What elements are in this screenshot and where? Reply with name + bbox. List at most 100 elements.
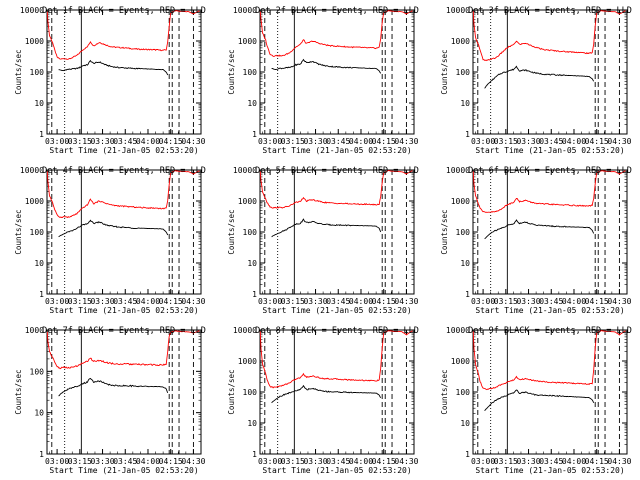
chart-title: Det 6f BLACK = Events, RED = LLD [468,166,632,176]
y-tick-label: 1000 [25,197,44,206]
y-tick-label: 10000 [233,6,257,15]
y-tick-label: 1 [39,130,44,139]
x-tick-label: 04:30 [181,137,205,146]
chart-panel-3: 1 10 100 1000 10000 03:0003:1503:3003:4504:00… [440,6,632,155]
y-tick-label: 10 [34,259,44,268]
y-tick-label: 10000 [446,6,470,15]
x-tick-label: 03:00 [258,137,282,146]
x-tick-label: 03:00 [258,457,282,466]
y-tick-label: 10 [460,419,470,428]
y-tick-label: 100 [243,388,258,397]
chart-panel-4: 1 10 100 1000 10000 03:0003:1503:3003:4504:00… [14,166,206,315]
y-tick-label: 1 [39,450,44,459]
y-tick-label: 10000 [233,166,257,175]
x-tick-label: 04:30 [394,297,418,306]
x-tick-label: 04:15 [159,457,183,466]
y-axis-label: Counts/sec [14,49,23,94]
x-tick-label: 03:30 [90,457,114,466]
y-tick-label: 100 [456,68,471,77]
x-tick-label: 04:15 [372,137,396,146]
x-tick-label: 03:00 [471,457,495,466]
y-tick-label: 1000 [238,37,257,46]
x-axis-label: Start Time (21-Jan-05 02:53:20) [49,466,198,475]
x-tick-label: 03:45 [326,297,350,306]
x-axis-label: Start Time (21-Jan-05 02:53:20) [262,306,411,315]
y-tick-label: 10 [34,99,44,108]
plot-frame [46,329,202,455]
y-axis-label: Counts/sec [14,369,23,414]
x-tick-label: 03:00 [471,297,495,306]
y-axis-label: Counts/sec [227,209,236,254]
x-tick-label: 04:15 [159,297,183,306]
x-tick-label: 03:00 [45,297,69,306]
x-axis-label: Start Time (21-Jan-05 02:53:20) [262,146,411,155]
chart-panel-9: 1 10 100 1000 10000 03:0003:1503:3003:4504:00… [440,326,632,475]
chart-panel-5: 1 10 100 1000 10000 03:0003:1503:3003:4504:00… [227,166,419,315]
y-tick-label: 10000 [20,166,44,175]
x-tick-label: 03:45 [113,457,137,466]
series-line-events [58,377,169,397]
plot-frame [472,329,628,455]
series-line-events [271,384,382,404]
y-tick-label: 1 [252,130,257,139]
y-tick-label: 1 [39,290,44,299]
y-tick-label: 1000 [451,357,470,366]
plot-frame [46,9,202,135]
x-tick-label: 03:00 [45,137,69,146]
y-tick-label: 10 [247,99,257,108]
x-tick-label: 03:15 [68,297,92,306]
y-tick-label: 1000 [451,37,470,46]
series-line-lld [46,330,200,370]
x-tick-label: 04:30 [394,457,418,466]
series-line-lld [259,170,413,209]
y-tick-label: 10 [34,409,44,418]
y-tick-label: 1000 [238,197,257,206]
chart-panel-1: 1 10 100 1000 10000 03:0003:1503:3003:4504:00… [14,6,206,155]
y-axis-label: Counts/sec [440,49,449,94]
x-tick-label: 03:15 [494,137,518,146]
y-tick-label: 100 [30,228,45,237]
plot-frame [46,169,202,295]
x-tick-label: 04:00 [562,137,586,146]
x-tick-label: 03:30 [303,137,327,146]
y-tick-label: 100 [456,388,471,397]
y-axis-label: Counts/sec [227,369,236,414]
chart-panel-2: 1 10 100 1000 10000 03:0003:1503:3003:4504:00… [227,6,419,155]
series-line-events [58,59,169,76]
x-tick-label: 04:15 [372,297,396,306]
y-tick-label: 10000 [446,166,470,175]
plot-frame [472,9,628,135]
x-tick-label: 03:15 [494,297,518,306]
y-tick-label: 100 [456,228,471,237]
x-tick-label: 04:00 [562,457,586,466]
x-tick-label: 03:15 [281,297,305,306]
x-tick-label: 03:15 [68,137,92,146]
y-tick-label: 1 [252,290,257,299]
x-tick-label: 03:30 [303,297,327,306]
y-axis-label: Counts/sec [440,369,449,414]
y-tick-label: 1000 [238,357,257,366]
series-line-lld [259,330,413,389]
y-tick-label: 100 [30,68,45,77]
series-line-events [484,65,595,89]
x-tick-label: 03:45 [539,457,563,466]
y-axis-label: Counts/sec [227,49,236,94]
series-line-events [271,218,382,238]
x-tick-label: 03:00 [471,137,495,146]
chart-title: Det 2f BLACK = Events, RED = LLD [255,6,419,16]
x-tick-label: 04:15 [159,137,183,146]
x-tick-label: 03:30 [90,137,114,146]
series-line-lld [46,170,200,219]
x-tick-label: 03:30 [516,137,540,146]
x-tick-label: 04:00 [349,297,373,306]
x-tick-label: 03:30 [90,297,114,306]
series-line-events [58,219,169,238]
x-tick-label: 03:45 [326,137,350,146]
x-axis-label: Start Time (21-Jan-05 02:53:20) [49,146,198,155]
chart-title: Det 8f BLACK = Events, RED = LLD [255,326,419,336]
plot-frame [472,169,628,295]
x-tick-label: 04:00 [136,457,160,466]
chart-title: Det 9f BLACK = Events, RED = LLD [468,326,632,336]
series-line-lld [472,170,626,213]
series-line-lld [46,10,200,60]
